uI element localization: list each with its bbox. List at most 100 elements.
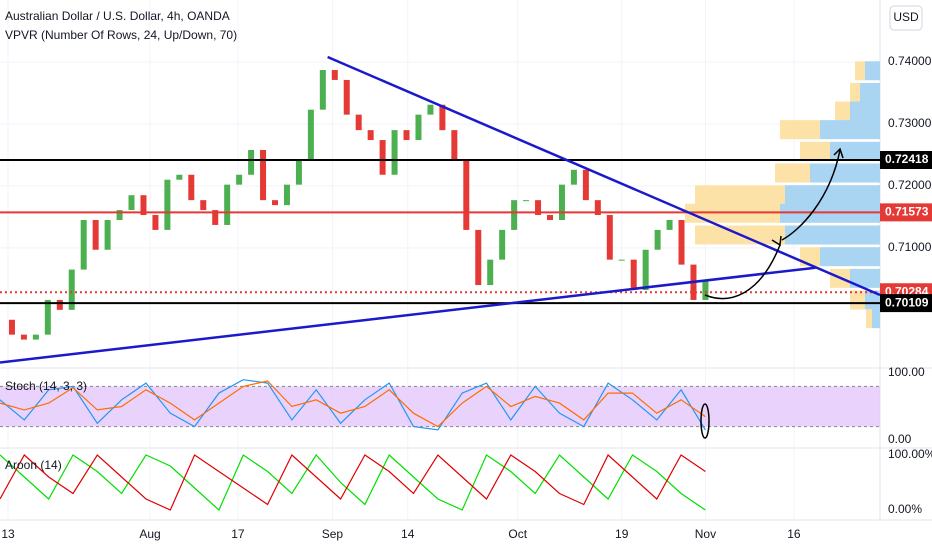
y-tick-label: 0.74000 xyxy=(888,54,932,68)
x-tick-label: 16 xyxy=(787,527,801,541)
vp-down-bar xyxy=(855,61,865,81)
candle xyxy=(475,229,482,286)
candle xyxy=(32,334,39,340)
candle xyxy=(260,149,267,201)
candle xyxy=(92,219,99,250)
vp-down-bar xyxy=(866,309,872,329)
currency-button[interactable] xyxy=(889,5,923,31)
x-tick-label: 17 xyxy=(231,527,245,541)
candle xyxy=(666,219,673,230)
vp-down-bar xyxy=(695,185,785,205)
candle xyxy=(116,210,123,220)
candle xyxy=(355,114,362,131)
candle xyxy=(379,140,386,175)
vp-up-bar xyxy=(865,61,880,81)
candle xyxy=(236,174,243,185)
candle xyxy=(20,334,27,340)
level-label-box xyxy=(880,151,932,170)
candle xyxy=(68,269,75,310)
candle xyxy=(582,169,589,201)
candle xyxy=(487,259,494,286)
candle xyxy=(44,299,51,335)
candle xyxy=(606,215,613,260)
currency-label: USD xyxy=(893,10,919,24)
indicator-label: VPVR (Number Of Rows, 24, Up/Down, 70) xyxy=(5,28,237,42)
candle xyxy=(319,70,326,110)
level-label: 0.72418 xyxy=(885,152,929,166)
candle xyxy=(511,200,518,230)
vp-up-bar xyxy=(850,268,880,288)
stoch-line xyxy=(0,379,706,431)
vp-up-bar xyxy=(810,163,880,183)
candle xyxy=(212,210,219,225)
vp-down-bar xyxy=(780,120,820,140)
candle xyxy=(451,130,458,160)
vp-down-bar xyxy=(850,82,860,102)
candle xyxy=(283,184,290,206)
annotation-arrow xyxy=(704,244,781,300)
vp-down-bar xyxy=(800,141,830,161)
stoch-band xyxy=(0,386,880,427)
candle xyxy=(439,104,446,131)
candle xyxy=(343,79,350,115)
level-label-box xyxy=(880,294,932,313)
vp-up-bar xyxy=(820,247,880,267)
y-tick-label: 0.73000 xyxy=(888,116,932,130)
candle xyxy=(80,219,87,270)
stoch-title: Stoch (14, 3, 3) xyxy=(5,379,87,393)
candle xyxy=(654,229,661,250)
y-tick-label: 0.72000 xyxy=(888,178,932,192)
x-tick-label: Aug xyxy=(139,527,160,541)
candle xyxy=(200,200,207,211)
y-tick-label: 0.71000 xyxy=(888,240,932,254)
candle xyxy=(427,104,434,115)
y-tick-label: 0.00% xyxy=(888,502,922,516)
candle xyxy=(463,159,470,230)
candle xyxy=(104,219,111,250)
candle xyxy=(702,280,709,300)
candle xyxy=(391,130,398,175)
candle xyxy=(176,174,183,180)
candle xyxy=(128,195,135,211)
x-tick-label: Sep xyxy=(322,527,344,541)
vp-up-bar xyxy=(865,290,880,310)
level-label: 0.71573 xyxy=(885,205,929,219)
arrow-head xyxy=(771,235,782,247)
vp-up-bar xyxy=(860,82,880,102)
candle xyxy=(164,179,171,230)
candle xyxy=(618,259,625,261)
candle xyxy=(367,130,374,141)
x-tick-label: Oct xyxy=(508,527,527,541)
annotation-ellipse xyxy=(700,403,710,439)
candle xyxy=(570,169,577,185)
trendline xyxy=(327,55,881,297)
x-tick-label: Nov xyxy=(695,527,716,541)
aroon-line xyxy=(0,454,706,511)
candle xyxy=(535,200,542,216)
candle xyxy=(630,259,637,291)
chart-title: Australian Dollar / U.S. Dollar, 4h, OAN… xyxy=(5,9,230,23)
candle xyxy=(403,130,410,141)
vp-down-bar xyxy=(835,101,850,121)
candle xyxy=(331,70,338,80)
x-tick-label: 19 xyxy=(615,527,629,541)
candle xyxy=(56,299,63,310)
level-label-box xyxy=(880,203,932,222)
candle xyxy=(188,174,195,201)
aroon-line xyxy=(0,454,706,512)
candle xyxy=(415,114,422,141)
vp-up-bar xyxy=(785,225,880,245)
y-tick-label: 100.00% xyxy=(888,447,932,461)
trendline xyxy=(0,266,816,364)
candle xyxy=(558,184,565,220)
vp-down-bar xyxy=(800,247,820,267)
x-tick-label: 13 xyxy=(1,527,15,541)
vp-up-bar xyxy=(850,101,880,121)
y-tick-label: 100.00 xyxy=(888,365,925,379)
annotation-arrow xyxy=(781,149,841,241)
x-tick-label: 14 xyxy=(401,527,415,541)
candle xyxy=(499,229,506,260)
vp-up-bar xyxy=(820,120,880,140)
